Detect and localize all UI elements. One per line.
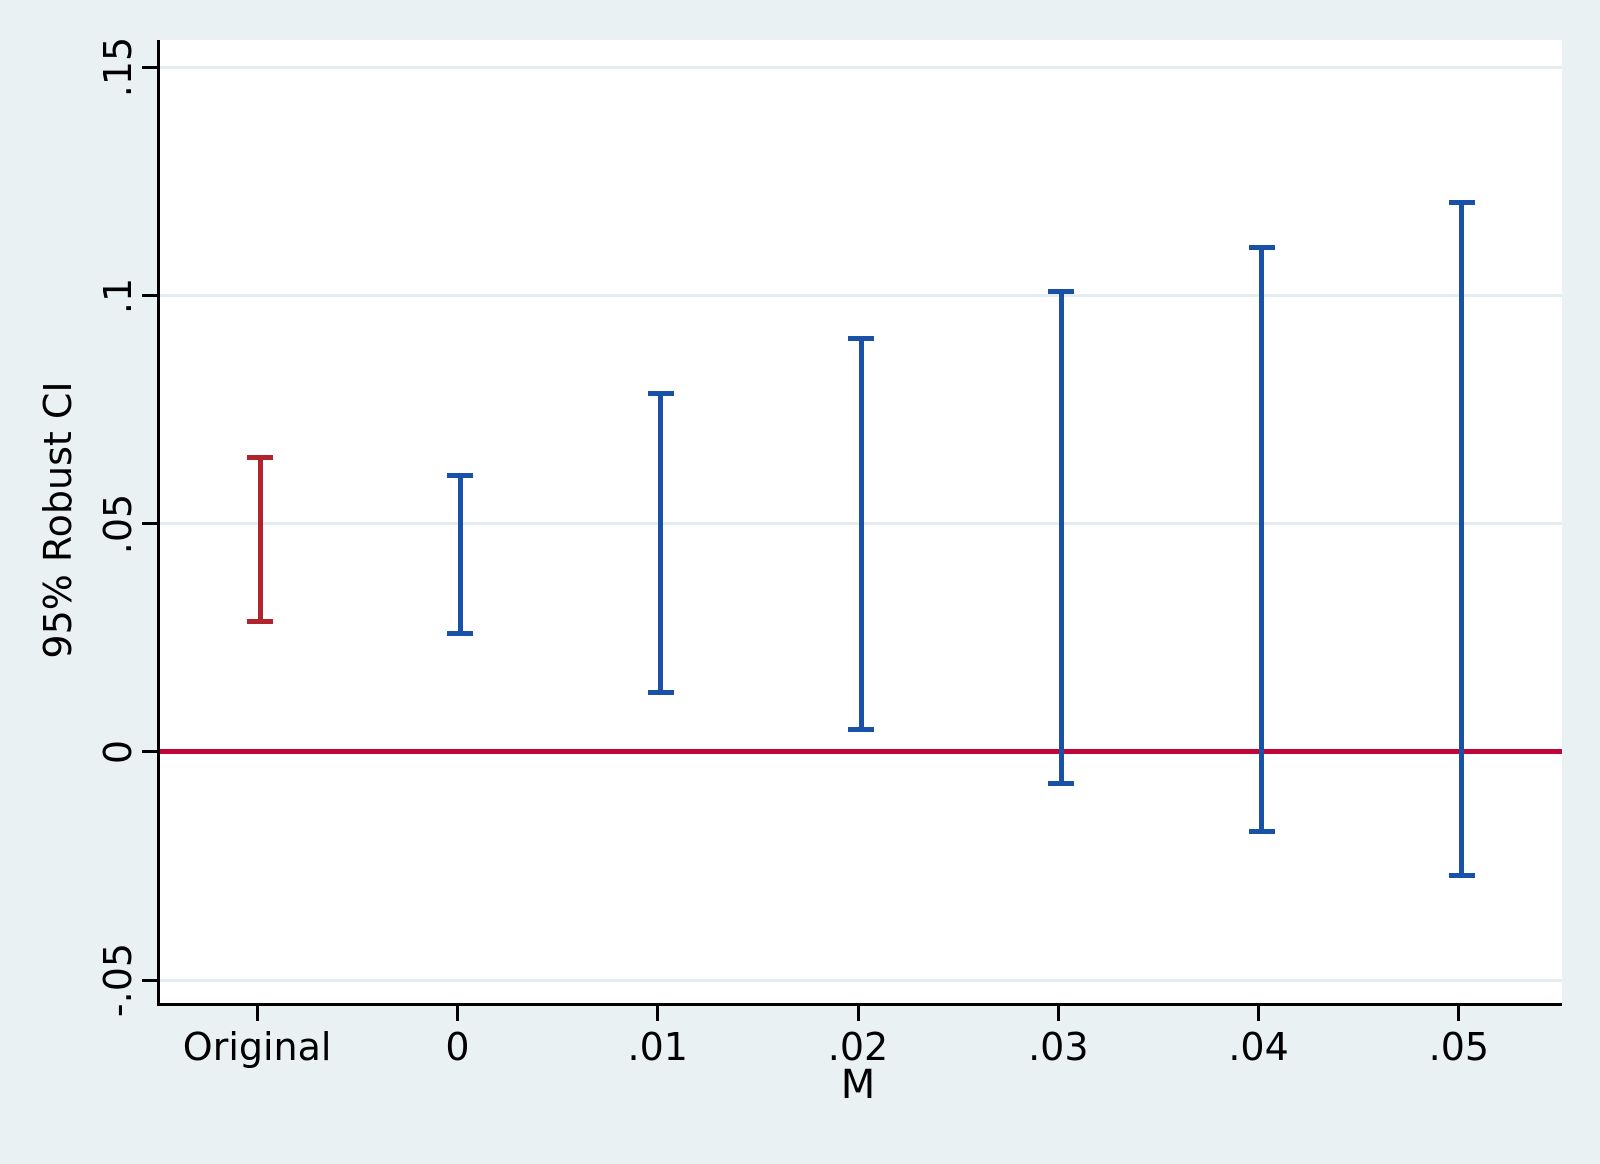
y-tick <box>142 65 157 69</box>
x-tick <box>856 1006 860 1021</box>
x-tick-label: .02 <box>827 1025 889 1069</box>
y-tick-label: .15 <box>96 37 140 98</box>
ci-bar-top-cap <box>848 336 874 342</box>
ci-bar-bottom-cap <box>447 630 474 636</box>
zero-reference-line <box>160 749 1562 755</box>
gridline <box>160 294 1562 298</box>
y-tick-label: -.05 <box>96 943 140 1018</box>
x-axis-title: M <box>840 1062 876 1108</box>
x-tick-label: .01 <box>627 1025 688 1069</box>
ci-bar-bottom-cap <box>1248 829 1275 835</box>
y-axis-title: 95% Robust CI <box>36 381 80 659</box>
ci-bar-line <box>257 457 263 622</box>
ci-bar-top-cap <box>447 473 474 479</box>
ci-bar-bottom-cap <box>848 726 874 732</box>
x-tick <box>255 1006 259 1021</box>
x-tick <box>656 1006 660 1021</box>
ci-bar-bottom-cap <box>1048 781 1075 787</box>
plot-area <box>157 40 1562 1006</box>
ci-bar-top-cap <box>1048 288 1075 294</box>
ci-bar-bottom-cap <box>247 619 274 625</box>
ci-bar-line <box>457 475 463 634</box>
x-tick <box>1257 1006 1261 1021</box>
y-tick-label: .05 <box>96 493 140 554</box>
x-tick <box>1056 1006 1060 1021</box>
ci-bar-line <box>658 393 664 693</box>
ci-bar-line <box>858 338 864 730</box>
gridline <box>160 65 1562 69</box>
y-tick <box>142 750 157 754</box>
ci-bar-top-cap <box>1448 199 1475 205</box>
ci-bar-line <box>1259 247 1265 832</box>
x-tick-label: .05 <box>1428 1025 1490 1069</box>
ci-bar-line <box>1459 202 1465 876</box>
x-tick <box>455 1006 459 1021</box>
ci-bar-bottom-cap <box>647 690 674 696</box>
y-tick-label: 0 <box>96 739 140 765</box>
y-tick <box>142 522 157 526</box>
x-tick <box>1457 1006 1461 1021</box>
x-tick-label: .04 <box>1228 1025 1289 1069</box>
ci-bar-top-cap <box>247 455 274 461</box>
gridline <box>160 978 1562 982</box>
y-tick <box>142 294 157 298</box>
ci-bar-top-cap <box>647 391 674 397</box>
ci-bar-line <box>1058 291 1064 784</box>
x-tick-label: .03 <box>1028 1025 1089 1069</box>
ci-bar-top-cap <box>1248 245 1275 251</box>
y-tick <box>142 978 157 982</box>
y-tick-label: .1 <box>96 277 140 314</box>
x-tick-label: 0 <box>445 1025 470 1069</box>
ci-bar-bottom-cap <box>1448 872 1475 878</box>
x-tick-label: Original <box>182 1025 332 1069</box>
